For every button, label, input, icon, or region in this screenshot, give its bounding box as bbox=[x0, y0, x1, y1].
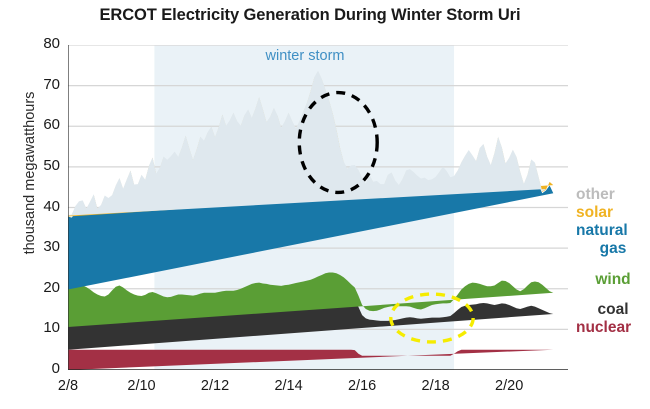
x-tick-label: 2/14 bbox=[274, 378, 303, 394]
legend-spacer bbox=[576, 289, 650, 301]
y-tick-label: 10 bbox=[43, 319, 60, 337]
wind-dip-highlight bbox=[389, 292, 475, 344]
x-tick-label: 2/12 bbox=[200, 378, 230, 394]
chart-legend: other solar natural gas wind coal nuclear bbox=[576, 186, 650, 337]
y-tick-label: 80 bbox=[43, 35, 60, 52]
legend-item-nuclear[interactable]: nuclear bbox=[576, 318, 632, 336]
y-tick-label: 60 bbox=[43, 116, 60, 134]
x-tick-label: 2/20 bbox=[495, 378, 524, 394]
stacked-area-svg bbox=[68, 45, 568, 370]
x-tick-label: 2/10 bbox=[127, 378, 156, 394]
legend-item-wind[interactable]: wind bbox=[595, 270, 631, 288]
x-tick-label: 2/8 bbox=[57, 378, 79, 394]
winter-storm-annotation-label: winter storm bbox=[265, 48, 345, 64]
y-tick-label: 30 bbox=[43, 238, 60, 256]
legend-item-coal[interactable]: coal bbox=[597, 300, 629, 318]
plot-area bbox=[68, 45, 568, 370]
y-tick-label: 0 bbox=[51, 360, 60, 377]
gas-peak-highlight bbox=[297, 90, 379, 195]
legend-item-natural[interactable]: natural bbox=[576, 221, 628, 239]
y-tick-label: 50 bbox=[43, 156, 60, 174]
chart-title: ERCOT Electricity Generation During Wint… bbox=[99, 6, 521, 24]
x-tick-label: 2/18 bbox=[421, 378, 450, 394]
y-axis-tick-labels: 0 10 20 30 40 50 60 70 80 bbox=[16, 0, 60, 409]
legend-item-gas[interactable]: gas bbox=[599, 239, 627, 257]
legend-item-solar[interactable]: solar bbox=[576, 203, 614, 221]
area-series-wind bbox=[68, 272, 554, 327]
y-tick-label: 20 bbox=[43, 278, 60, 296]
y-tick-label: 40 bbox=[43, 197, 60, 215]
legend-spacer bbox=[576, 258, 650, 271]
area-series-other bbox=[68, 70, 546, 216]
y-tick-label: 70 bbox=[43, 75, 60, 93]
area-series-nuclear bbox=[68, 349, 554, 370]
legend-item-other[interactable]: other bbox=[576, 186, 615, 203]
x-tick-label: 2/16 bbox=[347, 378, 377, 394]
